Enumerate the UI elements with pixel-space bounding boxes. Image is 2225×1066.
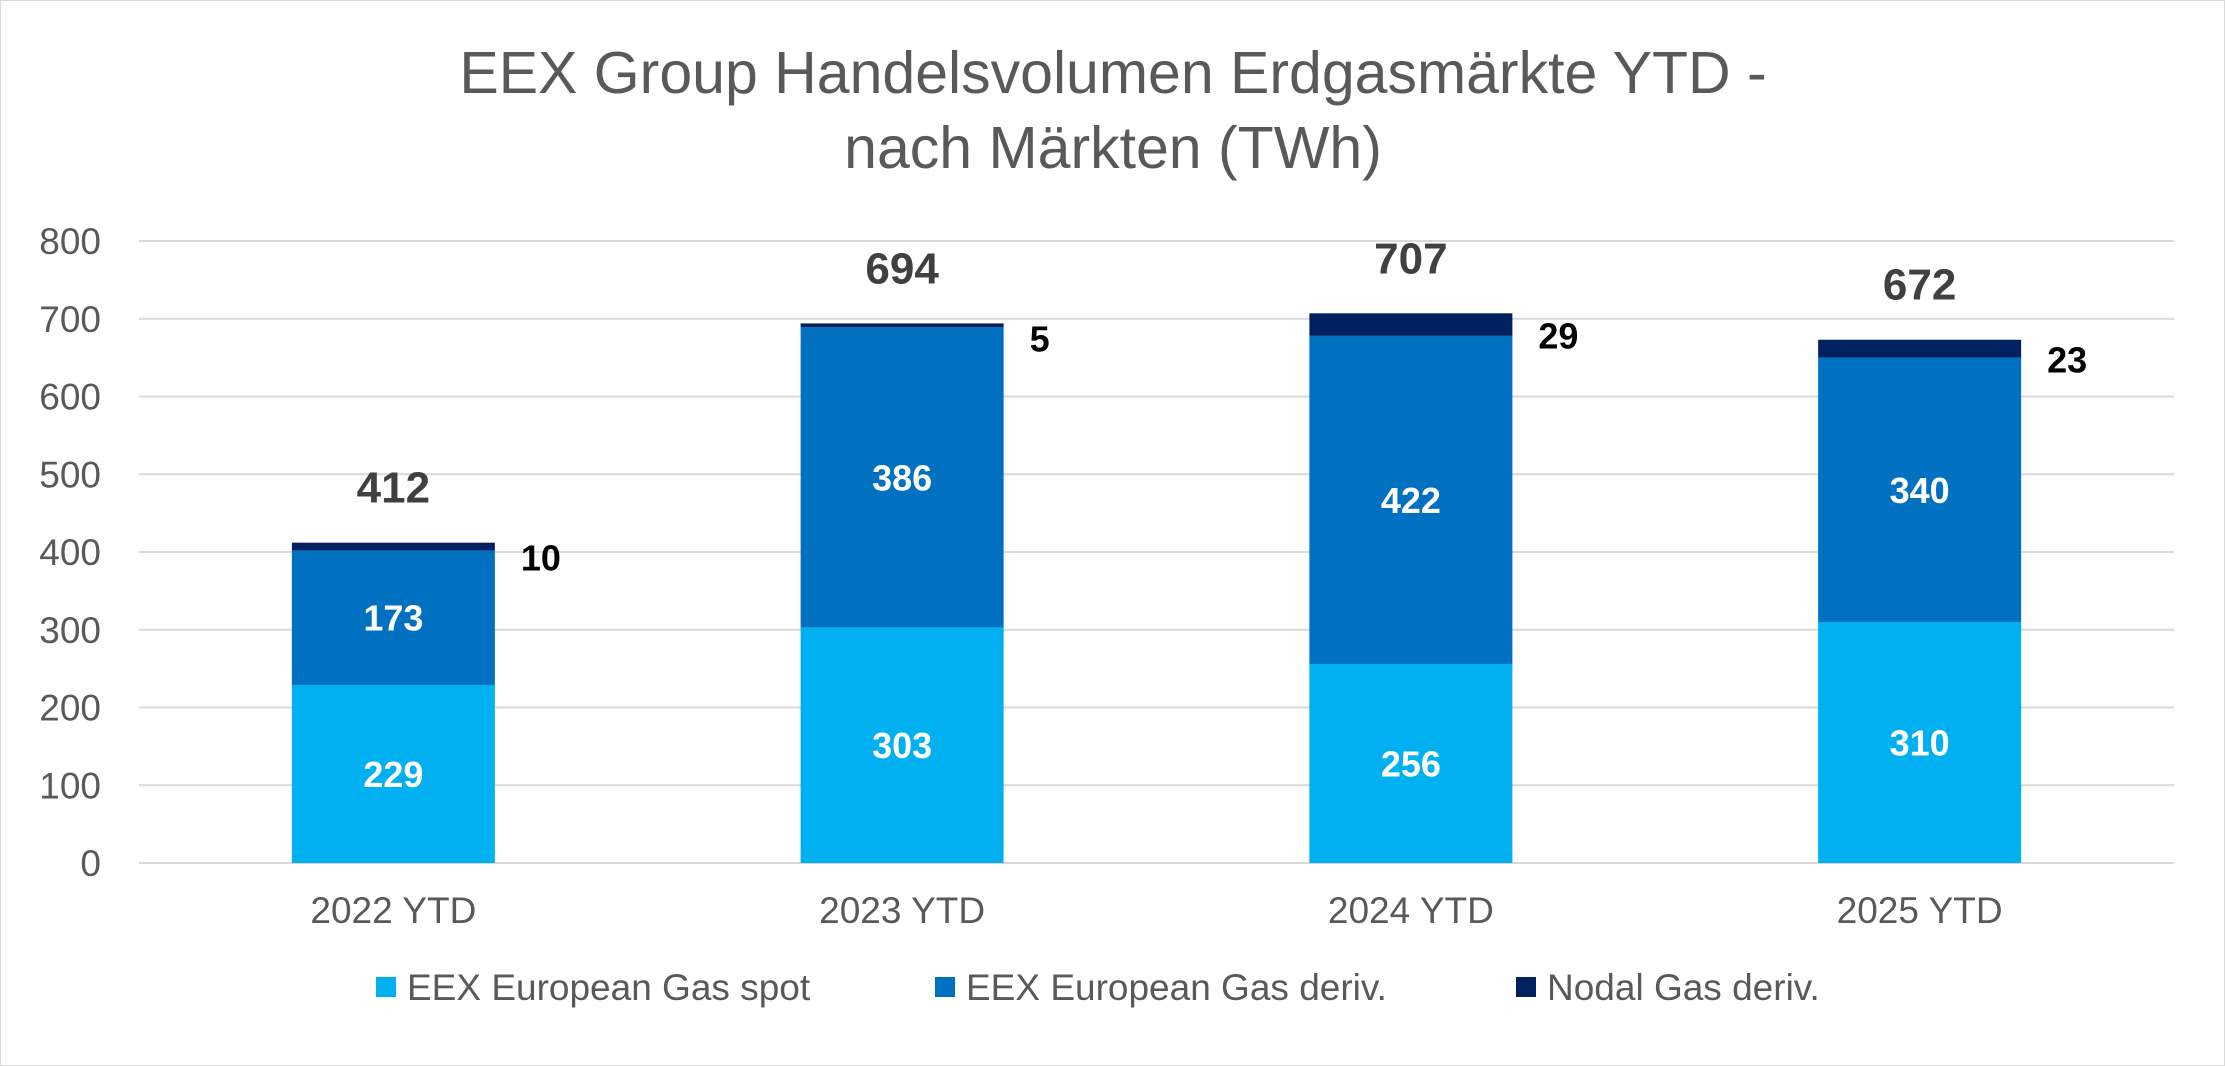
total-label-2: 694 bbox=[865, 244, 939, 293]
y-tick-label-600: 600 bbox=[39, 377, 101, 418]
x-axis: 2022 YTD 2023 YTD 2024 YTD 2025 YTD bbox=[310, 890, 2002, 931]
y-tick-label-200: 200 bbox=[39, 688, 101, 729]
bar-segment-1-2 bbox=[800, 627, 1004, 863]
bars: 229 173 10 412 303 386 5 694 256 422 29 707 310 340 23… bbox=[291, 234, 2087, 863]
x-tick-label-3: 2024 YTD bbox=[1328, 890, 1494, 931]
legend-swatch-1 bbox=[376, 977, 396, 997]
chart-title-line-1: EEX Group Handelsvolumen Erdgasmärkte YT… bbox=[459, 40, 1766, 106]
y-tick-label-300: 300 bbox=[39, 610, 101, 651]
data-label-3-3: 29 bbox=[1538, 316, 1578, 357]
data-label-1-4: 310 bbox=[1890, 722, 1950, 763]
legend-swatch-2 bbox=[935, 977, 955, 997]
data-label-2-2: 386 bbox=[872, 457, 932, 498]
data-label-1-2: 303 bbox=[872, 725, 932, 766]
legend-swatch-3 bbox=[1516, 977, 1536, 997]
bar-segment-3-1 bbox=[291, 542, 495, 551]
data-label-2-4: 340 bbox=[1890, 470, 1950, 511]
legend-label-1: EEX European Gas spot bbox=[407, 967, 811, 1008]
bar-segment-3-2 bbox=[800, 323, 1004, 328]
y-tick-label-0: 0 bbox=[80, 843, 101, 884]
data-label-3-1: 10 bbox=[521, 538, 561, 579]
bar-segment-3-3 bbox=[1309, 313, 1513, 336]
data-label-1-3: 256 bbox=[1381, 743, 1441, 784]
x-tick-label-4: 2025 YTD bbox=[1837, 890, 2003, 931]
data-label-2-3: 422 bbox=[1381, 480, 1441, 521]
bar-segment-3-4 bbox=[1818, 339, 2022, 358]
bar-segment-2-4 bbox=[1818, 357, 2022, 622]
data-label-3-2: 5 bbox=[1030, 318, 1050, 359]
bar-segment-1-1 bbox=[291, 684, 495, 863]
x-tick-label-1: 2022 YTD bbox=[310, 890, 476, 931]
bar-segment-2-3 bbox=[1309, 335, 1513, 664]
legend-label-2: EEX European Gas deriv. bbox=[966, 967, 1387, 1008]
bar-segment-1-3 bbox=[1309, 663, 1513, 863]
x-tick-label-2: 2023 YTD bbox=[819, 890, 985, 931]
y-axis: 0 100 200 300 400 500 600 700 800 bbox=[39, 221, 101, 884]
chart-title-line-2: nach Märkten (TWh) bbox=[844, 115, 1382, 181]
total-label-3: 707 bbox=[1374, 234, 1447, 283]
y-tick-label-100: 100 bbox=[39, 765, 101, 806]
y-tick-label-700: 700 bbox=[39, 299, 101, 340]
bar-segment-1-4 bbox=[1818, 621, 2022, 863]
legend: EEX European Gas spot EEX European Gas de… bbox=[376, 967, 1820, 1008]
bar-segment-2-2 bbox=[800, 327, 1004, 628]
data-label-1-1: 229 bbox=[363, 754, 423, 795]
legend-label-3: Nodal Gas deriv. bbox=[1547, 967, 1820, 1008]
y-tick-label-800: 800 bbox=[39, 221, 101, 262]
y-tick-label-400: 400 bbox=[39, 532, 101, 573]
y-tick-label-500: 500 bbox=[39, 454, 101, 495]
data-label-3-4: 23 bbox=[2047, 340, 2087, 381]
total-label-1: 412 bbox=[357, 464, 430, 513]
total-label-4: 672 bbox=[1883, 261, 1956, 310]
data-label-2-1: 173 bbox=[363, 598, 423, 639]
bar-segment-2-1 bbox=[291, 550, 495, 685]
